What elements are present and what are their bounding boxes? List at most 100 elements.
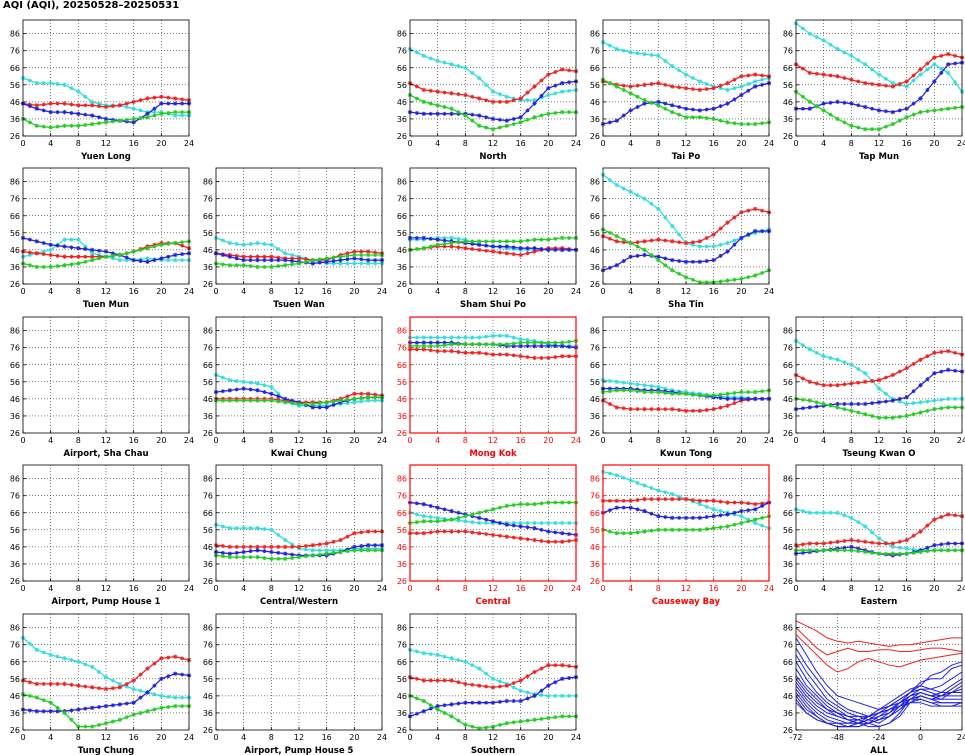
data-point (525, 98, 530, 103)
data-point (456, 245, 461, 250)
data-point (69, 708, 74, 713)
data-point (435, 515, 440, 521)
data-point (953, 61, 958, 66)
data-point (476, 520, 482, 526)
data-point (752, 507, 758, 512)
data-point (463, 659, 468, 664)
data-point (656, 206, 661, 212)
x-tick-label: 8 (463, 287, 468, 296)
data-point (172, 109, 178, 115)
data-point (476, 75, 482, 81)
data-point (649, 486, 654, 491)
x-tick-label: 16 (902, 584, 912, 593)
data-point (365, 548, 371, 553)
data-point (553, 236, 558, 241)
data-point (345, 401, 350, 406)
data-point (220, 389, 225, 394)
data-point (890, 121, 896, 127)
data-point (145, 245, 150, 251)
y-tick-label: 66 (590, 64, 600, 73)
data-point (241, 549, 246, 555)
data-point (856, 380, 861, 385)
data-point (621, 83, 626, 88)
y-tick-label: 56 (397, 81, 407, 90)
data-point (442, 60, 447, 65)
data-point (760, 77, 765, 82)
y-tick-label: 26 (397, 429, 407, 438)
x-tick-label: 8 (849, 436, 854, 445)
y-tick-label: 86 (590, 178, 600, 187)
data-point (152, 258, 157, 263)
data-point (628, 498, 633, 504)
data-point (856, 546, 861, 551)
data-point (180, 258, 185, 263)
data-point (904, 394, 909, 400)
x-tick-label: 8 (463, 584, 468, 593)
data-point (220, 375, 225, 380)
data-point (55, 681, 60, 686)
data-point (159, 693, 164, 699)
data-point (760, 501, 765, 506)
data-point (642, 406, 647, 412)
data-point (642, 496, 647, 502)
data-point (945, 405, 951, 410)
data-point (553, 340, 558, 345)
data-point (718, 396, 723, 401)
data-point (532, 245, 537, 251)
data-point (835, 401, 840, 407)
x-tick-label: 8 (656, 584, 661, 593)
data-point (635, 253, 640, 258)
x-tick-label: 24 (764, 436, 774, 445)
data-point (131, 99, 136, 105)
data-point (870, 413, 875, 418)
data-point (463, 335, 468, 340)
data-point (428, 236, 433, 241)
data-point (862, 539, 868, 544)
data-point (435, 103, 440, 108)
data-point (476, 726, 482, 731)
data-point (567, 521, 572, 525)
y-tick-label: 76 (397, 492, 407, 501)
data-point (324, 548, 329, 553)
data-point (607, 81, 612, 86)
data-point (732, 242, 737, 247)
y-tick-label: 46 (10, 543, 20, 552)
data-point (883, 551, 888, 556)
data-point (310, 548, 316, 553)
data-point (953, 105, 958, 110)
x-tick-label: 20 (543, 287, 553, 296)
x-tick-label: 24 (184, 584, 194, 593)
data-point (255, 554, 260, 560)
y-tick-label: 66 (783, 658, 793, 667)
data-point (559, 676, 565, 682)
data-point (428, 348, 433, 353)
data-point (103, 249, 109, 254)
y-tick-label: 36 (783, 412, 793, 421)
data-point (414, 50, 419, 55)
data-point (953, 396, 958, 401)
data-point (352, 548, 357, 553)
data-point (842, 548, 847, 553)
y-tick-label: 36 (397, 412, 407, 421)
data-point (27, 78, 32, 83)
y-tick-label: 56 (10, 81, 20, 90)
data-point (932, 108, 937, 113)
x-tick-label: 16 (129, 287, 139, 296)
data-point (939, 66, 944, 71)
data-point (752, 228, 758, 234)
data-point (27, 253, 32, 257)
data-point (532, 717, 537, 722)
data-point (511, 252, 516, 257)
data-point (697, 79, 703, 84)
y-tick-label: 56 (590, 81, 600, 90)
x-tick-label: 8 (656, 436, 661, 445)
data-point (303, 554, 308, 559)
data-point (282, 251, 288, 256)
y-tick-label: 46 (10, 692, 20, 701)
data-point (683, 408, 689, 414)
data-point (456, 518, 461, 523)
data-point (456, 680, 461, 685)
data-point (449, 91, 454, 96)
data-point (484, 671, 489, 676)
